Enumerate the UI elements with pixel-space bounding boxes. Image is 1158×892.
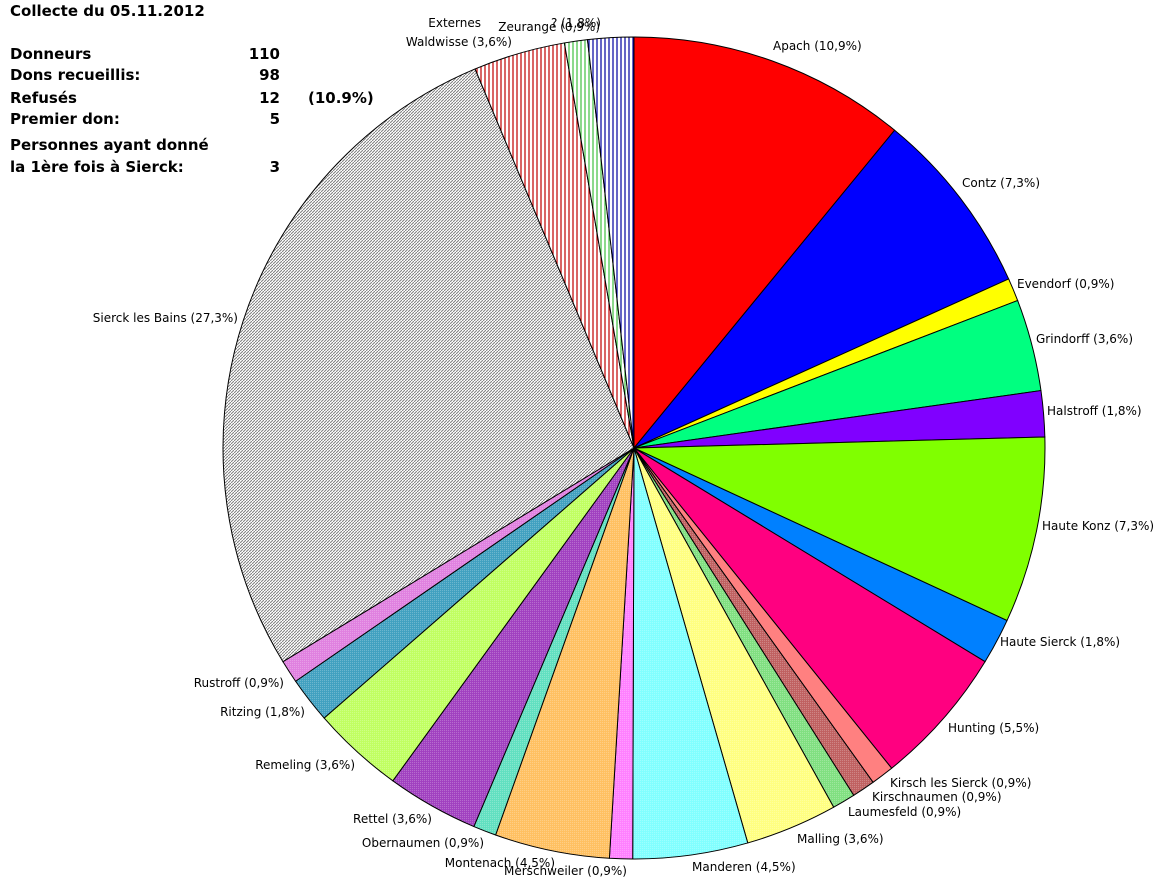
slice-label: Hunting (5,5%): [948, 721, 1039, 735]
pie-slice: [633, 436, 1046, 622]
slice-label: Obernaumen (0,9%): [362, 836, 484, 850]
summary-value: 110: [248, 45, 280, 63]
pie-slice: [633, 447, 986, 769]
slice-label: Sierck les Bains (27,3%): [93, 311, 238, 325]
slice-label: Ritzing (1,8%): [220, 705, 305, 719]
slice-label: Rettel (3,6%): [353, 812, 432, 826]
slice-label: Montenach (4,5%): [445, 856, 555, 870]
summary-label: Refusés: [10, 89, 77, 107]
pie-labels: Apach (10,9%) Contz (7,3%) Evendorf (0,9%)…: [93, 16, 1154, 878]
slice-label: Haute Sierck (1,8%): [1000, 635, 1120, 649]
slice-label: ? (1,8%): [551, 16, 601, 30]
slice-label: Waldwisse (3,6%): [406, 35, 512, 49]
slice-label: Haute Konz (7,3%): [1042, 519, 1154, 533]
slice-label: Manderen (4,5%): [692, 860, 796, 874]
slice-label: Kirsch les Sierck (0,9%): [890, 776, 1031, 790]
slice-label: Externes: [428, 16, 481, 30]
collection-title: Collecte du 05.11.2012: [10, 2, 205, 20]
summary-value: 5: [269, 110, 280, 128]
summary-label: Dons recueillis:: [10, 66, 141, 84]
summary-label: Personnes ayant donné: [10, 136, 209, 154]
summary-value: 12: [259, 89, 280, 107]
summary-label: Premier don:: [10, 110, 120, 128]
slice-label: Merschweiler (0,9%): [504, 864, 627, 878]
slice-label: Rustroff (0,9%): [194, 676, 284, 690]
slice-label: Apach (10,9%): [773, 39, 862, 53]
slice-label: Contz (7,3%): [962, 176, 1040, 190]
slice-label: Kirschnaumen (0,9%): [872, 790, 1002, 804]
slice-label: Evendorf (0,9%): [1017, 277, 1114, 291]
pie-slice: [633, 36, 896, 450]
slice-label: Laumesfeld (0,9%): [848, 805, 961, 819]
slice-label: Zeurange (0,9%): [498, 20, 600, 34]
summary-label: la 1ère fois à Sierck:: [10, 158, 184, 176]
refused-percentage: (10.9%): [308, 89, 374, 107]
slice-label: Malling (3,6%): [797, 832, 884, 846]
summary-value: 3: [269, 158, 280, 176]
pie-slices: [222, 36, 1046, 860]
slice-label: Remeling (3,6%): [255, 758, 355, 772]
slice-label: Halstroff (1,8%): [1047, 404, 1142, 418]
pie-slice: [222, 68, 635, 663]
pie-slice: [586, 36, 635, 449]
slice-label: Grindorff (3,6%): [1036, 332, 1133, 346]
pie-slice: [633, 129, 1010, 449]
summary-value: 98: [259, 66, 280, 84]
summary-label: Donneurs: [10, 45, 92, 63]
